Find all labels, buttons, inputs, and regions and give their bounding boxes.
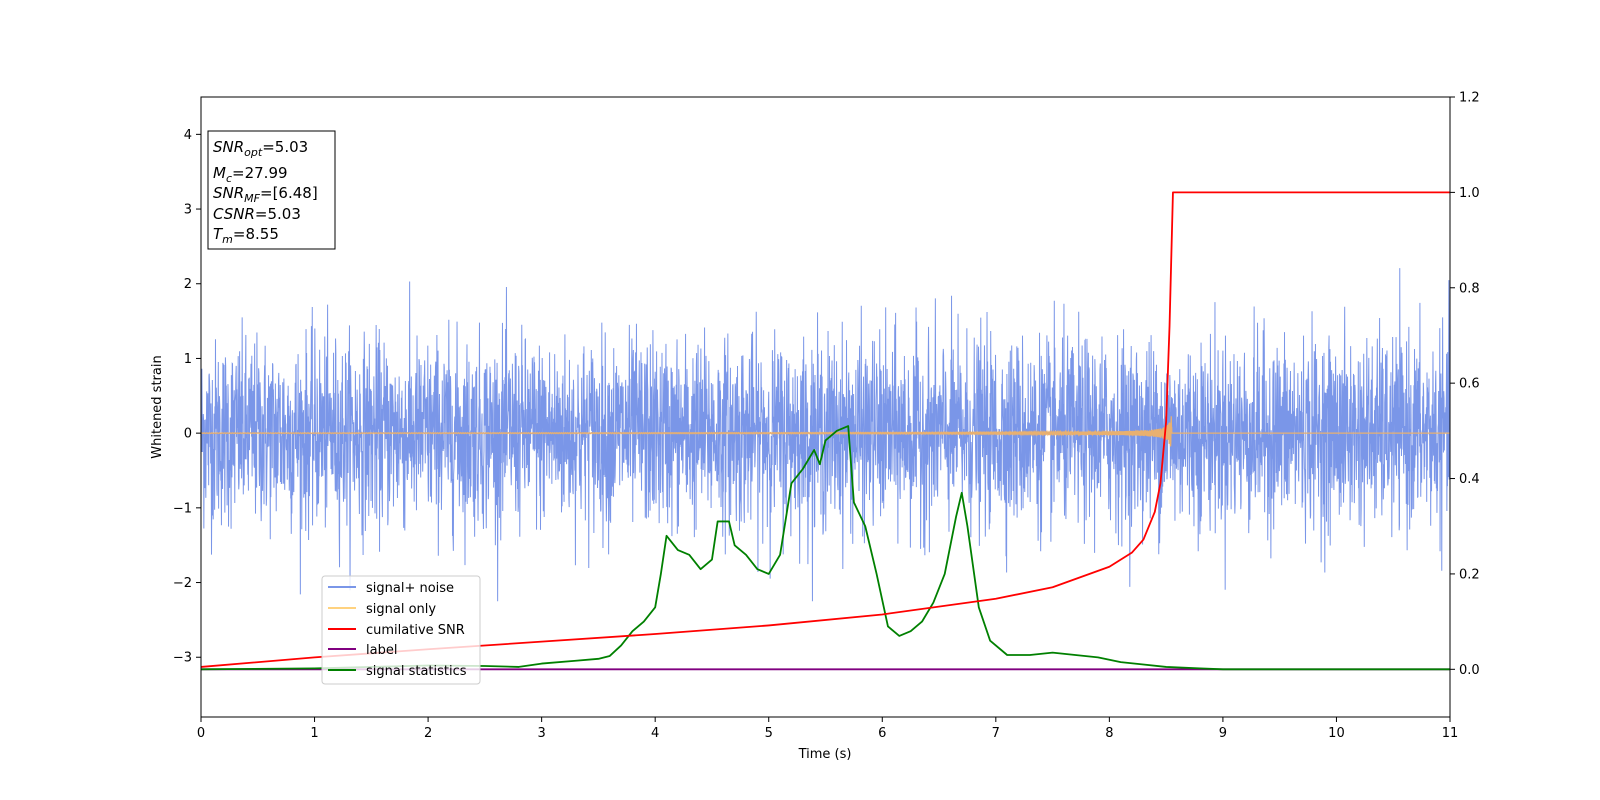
x-tick-label: 7 <box>992 726 1000 741</box>
y-tick-label: −1 <box>173 501 192 516</box>
cumulative-snr-line <box>201 191 1450 668</box>
info-snr-opt: SNRopt=5.03 <box>213 138 308 159</box>
y2-tick-label: 1.0 <box>1459 186 1480 201</box>
legend-label-signal-only: signal only <box>366 602 436 617</box>
y-tick-label: 3 <box>184 203 192 218</box>
legend-label-label: label <box>366 643 397 658</box>
x-tick-label: 5 <box>765 726 773 741</box>
info-mc: Mc=27.99 <box>213 164 288 185</box>
signal-statistics-line <box>201 425 1450 671</box>
legend-label-signal-noise: signal+ noise <box>366 581 454 596</box>
info-csnr: CSNR=5.03 <box>213 205 301 223</box>
info-box-frame <box>207 130 336 250</box>
y-axis-label: Whitened strain <box>150 355 165 458</box>
x-tick-label: 6 <box>878 726 886 741</box>
y2-tick-label: 0.4 <box>1459 472 1480 487</box>
y-tick-label: −3 <box>173 651 192 666</box>
signal-only-line <box>201 416 1450 447</box>
y2-tick-label: 0.8 <box>1459 281 1480 296</box>
x-tick-label: 0 <box>197 726 205 741</box>
info-box: SNRopt=5.03 Mc=27.99 SNRMF=[6.48] CSNR=5… <box>207 130 336 250</box>
y2-tick-label: 0.0 <box>1459 663 1480 678</box>
x-tick-label: 2 <box>424 726 432 741</box>
x-axis-label: Time (s) <box>798 747 852 762</box>
axes-group: 0 1 2 3 4 5 6 7 8 9 10 11 −3 −2 −1 0 1 2 3 4 0.0 0.2 0.4 0.6 0.8… <box>173 91 1480 742</box>
legend-frame <box>321 575 481 685</box>
x-tick-label: 9 <box>1219 726 1227 741</box>
y-tick-label: 2 <box>184 277 192 292</box>
signal-noise-line <box>201 268 1450 602</box>
y2-tick-label: 1.2 <box>1459 91 1480 106</box>
plot-frame <box>200 96 1451 718</box>
x-tick-label: 8 <box>1105 726 1113 741</box>
x-tick-label: 11 <box>1442 726 1459 741</box>
info-snr-mf: SNRMF=[6.48] <box>213 184 318 205</box>
x-tick-label: 3 <box>537 726 545 741</box>
x-tick-label: 10 <box>1328 726 1345 741</box>
y-tick-label: 0 <box>184 427 192 442</box>
y2-tick-label: 0.2 <box>1459 567 1480 582</box>
y-tick-label: −2 <box>173 576 192 591</box>
y-tick-label: 1 <box>184 352 192 367</box>
signal-noise-series <box>201 268 1450 602</box>
legend-label-signal-statistics: signal statistics <box>366 664 467 679</box>
y-tick-label: 4 <box>184 128 192 143</box>
legend: signal+ noise signal only cumilative SNR… <box>321 575 481 685</box>
legend-label-cumulative-snr: cumilative SNR <box>366 623 465 638</box>
info-tm: Tm=8.55 <box>213 225 279 246</box>
x-tick-label: 4 <box>651 726 659 741</box>
signal-only-series <box>201 416 1450 447</box>
x-tick-label: 1 <box>310 726 318 741</box>
y2-tick-label: 0.6 <box>1459 377 1480 392</box>
